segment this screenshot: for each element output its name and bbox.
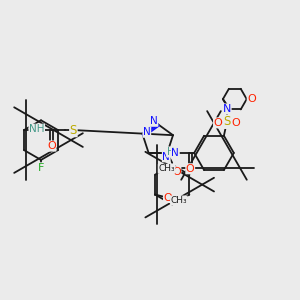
Text: O: O: [247, 94, 256, 104]
Text: N: N: [223, 104, 231, 114]
Text: S: S: [70, 124, 77, 137]
Text: O: O: [214, 118, 222, 128]
Text: O: O: [164, 193, 172, 202]
Text: CH₃: CH₃: [158, 164, 175, 173]
Text: N: N: [162, 152, 170, 162]
Text: N: N: [172, 148, 179, 158]
Text: NH: NH: [29, 124, 44, 134]
Text: N: N: [150, 116, 158, 126]
Text: O: O: [231, 118, 240, 128]
Text: S: S: [223, 116, 231, 128]
Text: O: O: [186, 164, 195, 174]
Text: F: F: [38, 163, 44, 173]
Text: O: O: [172, 167, 181, 177]
Text: N: N: [143, 127, 151, 137]
Text: CH₃: CH₃: [170, 196, 187, 205]
Text: H: H: [167, 147, 174, 157]
Text: O: O: [47, 141, 56, 151]
